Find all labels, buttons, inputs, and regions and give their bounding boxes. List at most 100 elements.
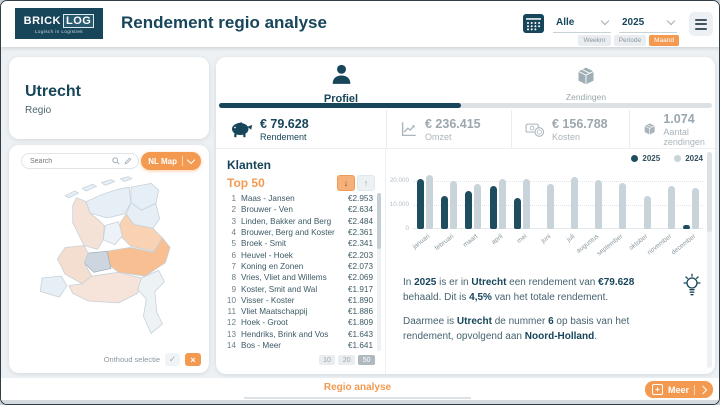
bar-2024-april[interactable] xyxy=(498,178,506,229)
tab-profiel[interactable]: Profiel xyxy=(286,62,396,105)
bar-2024-oktober[interactable] xyxy=(643,195,651,229)
list-item[interactable]: 2 Brouwer - Ven €2.634 xyxy=(231,205,373,215)
more-button[interactable]: + Meer xyxy=(644,381,713,398)
confirm-selection-button[interactable]: ✓ xyxy=(165,353,180,366)
klanten-list: 1 Maas - Jansen €2.953 2 Brouwer - Ven €2.634… xyxy=(225,193,373,351)
plus-icon: + xyxy=(651,384,663,395)
kpi-aantal-zendingen[interactable]: 1.074 Aantal zendingen xyxy=(629,110,715,148)
page-size-20[interactable]: 20 xyxy=(338,355,356,365)
period-toggle-periode[interactable]: Periode xyxy=(613,35,647,46)
package-icon xyxy=(578,67,594,85)
remember-selection-label: Onthoud selectie xyxy=(103,355,160,364)
bar-2024-januari[interactable] xyxy=(426,175,434,229)
person-icon xyxy=(332,64,350,84)
chart-legend: 2025 2024 xyxy=(631,154,703,163)
bar-2024-december[interactable] xyxy=(691,188,699,229)
logo-log: LOG xyxy=(63,13,95,28)
map-selector-button[interactable]: NL Map xyxy=(141,152,201,170)
edit-icon[interactable] xyxy=(124,157,132,165)
calendar-icon[interactable] xyxy=(523,14,544,33)
bar-2024-augustus[interactable] xyxy=(595,180,603,229)
province-flevoland[interactable] xyxy=(102,221,123,245)
coins-icon xyxy=(525,123,545,137)
menu-button[interactable] xyxy=(689,12,713,36)
insight-paragraph-2: Daarmee is Utrecht de nummer 6 op basis … xyxy=(403,316,630,342)
klanten-title: Klanten xyxy=(227,158,272,172)
list-item[interactable]: 9 Koster, Smit and Wal €1.917 xyxy=(231,284,373,294)
top50-label: Top 50 xyxy=(227,176,265,190)
legend-item-2025: 2025 xyxy=(631,154,660,163)
list-item[interactable]: 13 Hendriks, Brink and Vos €1.643 xyxy=(226,329,373,339)
bar-2025-januari[interactable] xyxy=(417,178,425,229)
period-toggle-maand[interactable]: Maand xyxy=(649,35,679,46)
list-item[interactable]: 8 Vries, Vliet and Willems €2.069 xyxy=(231,273,373,283)
kpi-omzet-label: Omzet xyxy=(425,131,452,142)
card-scrollbar[interactable] xyxy=(707,152,712,368)
tab-zendingen[interactable]: Zendingen xyxy=(531,66,641,102)
filter-year-select[interactable]: 2025 xyxy=(619,12,677,33)
list-item[interactable]: 1 Maas - Jansen €2.953 xyxy=(231,194,373,204)
province-gelderland[interactable] xyxy=(102,237,171,277)
list-item[interactable]: 12 Hoek - Groot €1.809 xyxy=(226,318,373,328)
sort-buttons: ↓ ↑ xyxy=(337,175,375,191)
piggy-bank-icon xyxy=(232,122,253,138)
filter-scope-select[interactable]: Alle xyxy=(553,12,611,33)
filter-scope-value: Alle xyxy=(556,16,575,28)
brand-logo[interactable]: BRICK LOG Logisch in Logistiek xyxy=(15,8,103,39)
bar-2024-juni[interactable] xyxy=(546,183,554,229)
footer-tab-regio-analyse[interactable]: Regio analyse xyxy=(244,382,471,399)
package-icon xyxy=(644,123,655,135)
bar-2025-mei[interactable] xyxy=(513,198,521,229)
list-item[interactable]: 14 Bos - Meer €1.641 xyxy=(226,341,373,350)
insight-panel: In 2025 is er in Utrecht een rendement v… xyxy=(387,263,715,374)
tab-progress-fill xyxy=(219,103,461,108)
region-card: Utrecht Regio xyxy=(9,57,209,139)
period-toggle-weeknr[interactable]: Weeknr xyxy=(578,35,611,46)
klanten-scrollbar[interactable] xyxy=(377,193,381,351)
kpi-omzet-value: € 236.415 xyxy=(425,116,481,131)
kpi-rendement[interactable]: € 79.628 Rendement xyxy=(216,110,386,148)
kpi-zendingen-value: 1.074 xyxy=(663,111,695,126)
bar-2024-november[interactable] xyxy=(667,186,675,229)
chevron-down-icon xyxy=(600,16,610,26)
province-limburg[interactable] xyxy=(137,269,165,334)
bar-2025-februari[interactable] xyxy=(441,195,449,229)
bar-2024-juli[interactable] xyxy=(571,176,579,229)
bar-2024-maart[interactable] xyxy=(474,183,482,229)
list-item[interactable]: 5 Broek - Smit €2.341 xyxy=(231,239,373,249)
sort-asc-button[interactable]: ↑ xyxy=(357,175,375,191)
search-input[interactable] xyxy=(28,156,108,166)
kpi-kosten[interactable]: € 156.788 Kosten xyxy=(511,110,629,148)
clear-selection-button[interactable]: × xyxy=(185,353,201,366)
list-item[interactable]: 3 Linden, Bakker and Berg €2.484 xyxy=(231,216,373,226)
chevron-right-icon xyxy=(698,385,708,394)
bar-2024-mei[interactable] xyxy=(522,178,530,229)
bar-2025-december[interactable] xyxy=(682,225,690,229)
insight-paragraph-1: In 2025 is er in Utrecht een rendement v… xyxy=(403,277,635,303)
chevron-down-icon xyxy=(186,155,196,165)
bar-2025-april[interactable] xyxy=(489,186,497,229)
bar-2025-maart[interactable] xyxy=(465,190,473,229)
filter-year-value: 2025 xyxy=(622,16,645,28)
province-zeeland[interactable] xyxy=(39,275,68,298)
list-item[interactable]: 4 Brouwer, Berg and Koster €2.361 xyxy=(231,228,373,238)
list-item[interactable]: 10 Visser - Koster €1.890 xyxy=(226,295,373,305)
page-size-10[interactable]: 10 xyxy=(318,355,336,365)
y-axis-tick: 10.000 xyxy=(389,201,409,209)
bar-2024-september[interactable] xyxy=(619,182,627,229)
province-noord-holland[interactable] xyxy=(72,197,105,250)
search-icon xyxy=(112,157,120,165)
page-size-50[interactable]: 50 xyxy=(358,355,375,365)
bar-2024-februari[interactable] xyxy=(450,181,458,229)
list-item[interactable]: 7 Koning en Zonen €2.073 xyxy=(231,261,373,271)
kpi-omzet[interactable]: € 236.415 Omzet xyxy=(386,110,511,148)
kpi-kosten-label: Kosten xyxy=(552,131,581,142)
nl-map-svg xyxy=(39,176,171,334)
header: BRICK LOG Logisch in Logistiek Rendement… xyxy=(1,1,719,47)
y-axis-tick: 20.000 xyxy=(389,177,409,185)
chevron-down-icon xyxy=(666,16,676,26)
list-item[interactable]: 11 Vliet Maatschappij €1.886 xyxy=(227,307,374,317)
list-item[interactable]: 6 Heuvel - Hoek €2.203 xyxy=(231,250,373,260)
footer-bar: Regio analyse + Meer xyxy=(1,378,719,400)
sort-desc-button[interactable]: ↓ xyxy=(337,175,355,191)
